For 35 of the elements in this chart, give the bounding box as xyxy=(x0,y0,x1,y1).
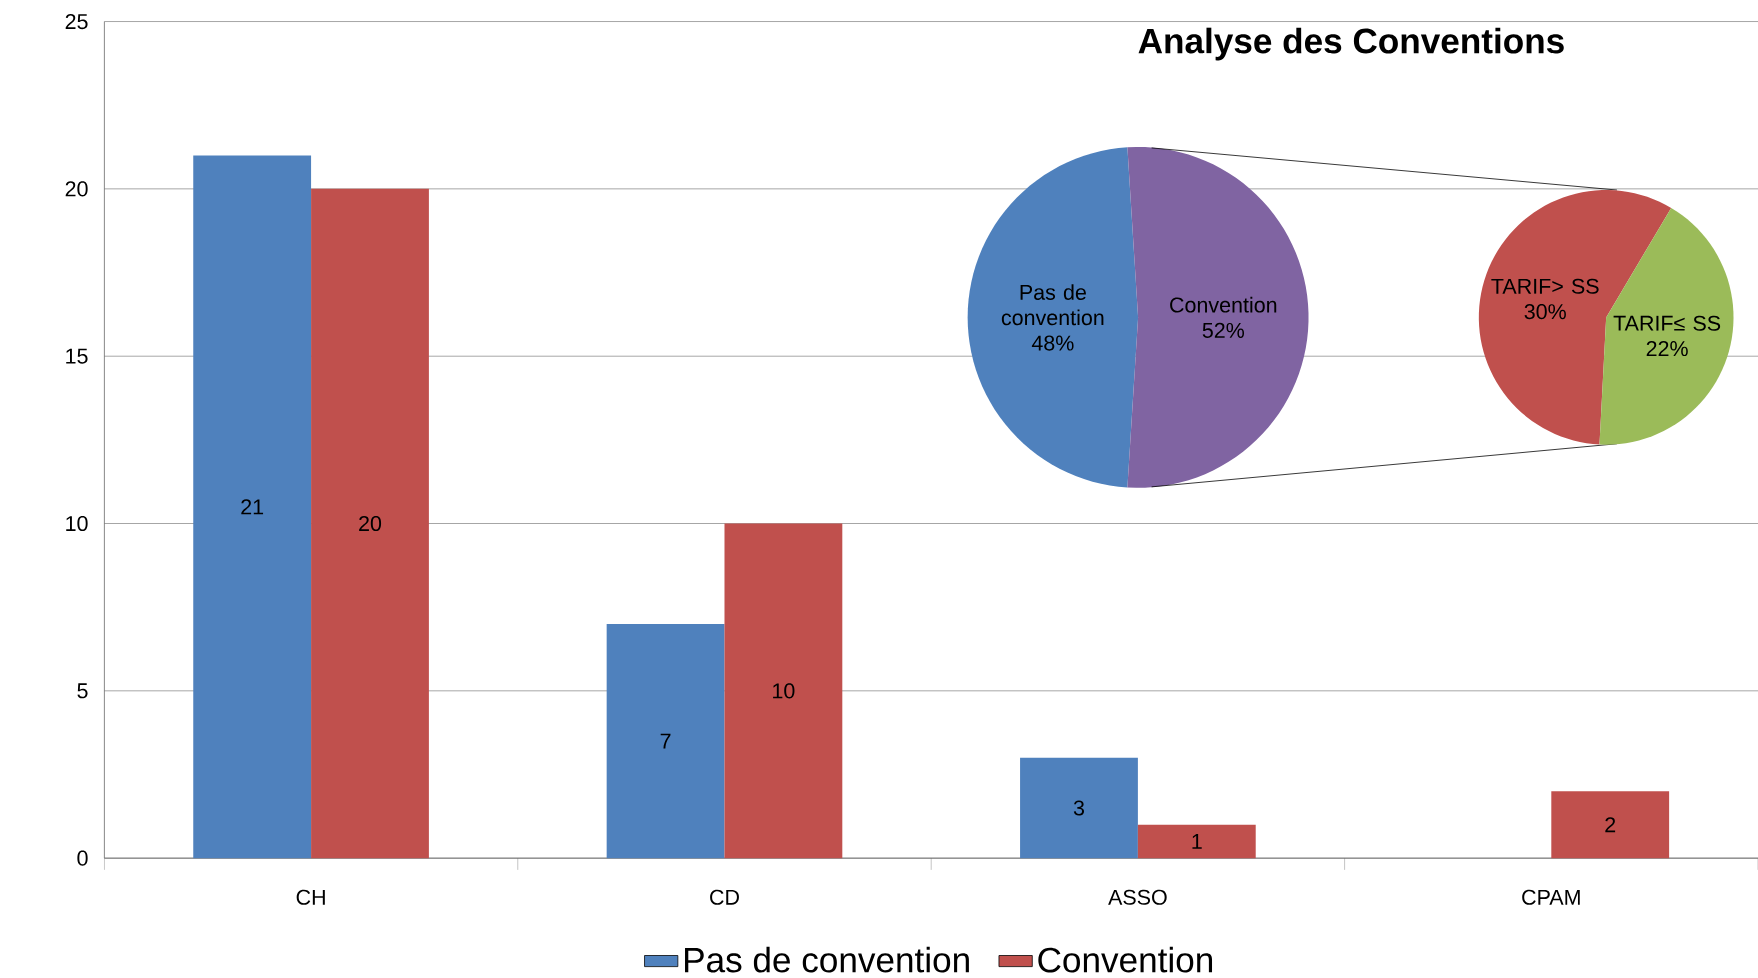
bar xyxy=(1551,791,1670,859)
bar xyxy=(311,189,429,859)
y-tick-label: 25 xyxy=(65,14,88,30)
y-tick-label: 10 xyxy=(66,516,88,532)
x-tick-label: CH xyxy=(296,889,325,906)
legend-label: Convention xyxy=(1038,946,1213,973)
data-label: 10 xyxy=(773,683,795,699)
bar xyxy=(1020,757,1138,859)
data-label: 48% xyxy=(1031,335,1074,351)
x-tick-label: CPAM xyxy=(1522,889,1580,906)
data-label: 52% xyxy=(1202,322,1245,339)
chart-title: Analyse des Conventions xyxy=(1138,27,1564,61)
x-tick-label: CD xyxy=(710,889,739,906)
slice-label: Convention xyxy=(1170,296,1277,313)
y-tick-label: 15 xyxy=(66,348,88,364)
slice-label: Pas de convention xyxy=(1001,284,1104,326)
slice-label: TARIF> SS xyxy=(1491,278,1599,295)
data-label: 21 xyxy=(241,499,264,515)
y-tick-label: 20 xyxy=(65,181,88,197)
data-label: 22% xyxy=(1646,341,1688,357)
data-label: 20 xyxy=(359,516,382,532)
bar xyxy=(724,523,843,859)
bar xyxy=(606,624,725,859)
bar xyxy=(1137,824,1256,859)
legend-label: Pas de convention xyxy=(685,946,969,973)
data-label: 2 xyxy=(1605,817,1616,833)
bar xyxy=(193,155,312,859)
data-label: 30% xyxy=(1524,304,1566,320)
y-tick-label: 5 xyxy=(77,683,88,699)
x-tick-label: ASSO xyxy=(1108,889,1167,906)
slice-label: TARIF≤ SS xyxy=(1613,315,1721,331)
y-tick-label: 0 xyxy=(77,850,88,866)
data-label: 7 xyxy=(660,733,671,749)
data-label: 3 xyxy=(1073,800,1084,816)
data-label: 1 xyxy=(1192,834,1202,849)
